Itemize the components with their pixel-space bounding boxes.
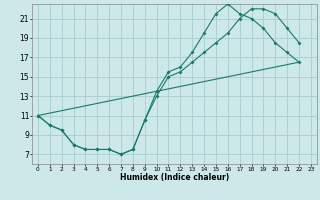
X-axis label: Humidex (Indice chaleur): Humidex (Indice chaleur) xyxy=(120,173,229,182)
